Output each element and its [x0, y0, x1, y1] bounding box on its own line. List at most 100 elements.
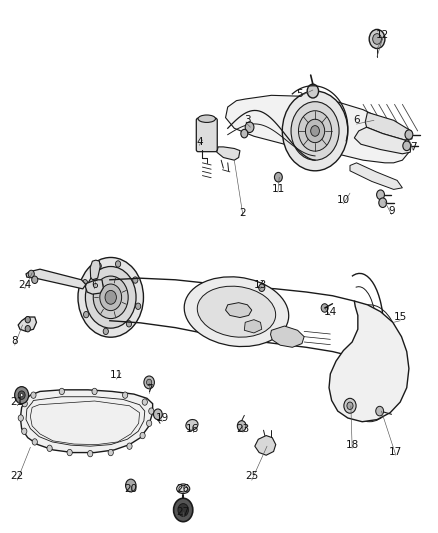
Circle shape — [96, 263, 101, 269]
Polygon shape — [354, 127, 411, 154]
Text: 7: 7 — [146, 384, 152, 394]
Circle shape — [347, 402, 353, 409]
Text: 9: 9 — [388, 206, 395, 216]
Circle shape — [82, 279, 88, 286]
Circle shape — [78, 257, 144, 337]
Circle shape — [291, 102, 339, 160]
Text: 23: 23 — [237, 424, 250, 434]
Text: 13: 13 — [254, 280, 267, 290]
Text: 11: 11 — [110, 370, 123, 381]
Circle shape — [173, 498, 193, 522]
Circle shape — [108, 449, 113, 456]
Text: 15: 15 — [394, 312, 407, 322]
Circle shape — [237, 421, 246, 431]
Text: 10: 10 — [337, 195, 350, 205]
Polygon shape — [244, 320, 262, 333]
FancyBboxPatch shape — [196, 118, 217, 152]
Circle shape — [25, 326, 30, 332]
Circle shape — [93, 276, 128, 319]
Circle shape — [32, 439, 37, 445]
Circle shape — [142, 399, 148, 405]
Circle shape — [22, 400, 27, 407]
Text: 11: 11 — [271, 184, 285, 195]
Polygon shape — [20, 390, 152, 453]
Circle shape — [100, 284, 122, 311]
Polygon shape — [226, 95, 409, 163]
Ellipse shape — [186, 419, 198, 430]
Ellipse shape — [197, 286, 276, 337]
Circle shape — [178, 504, 188, 516]
Circle shape — [28, 270, 34, 278]
Text: 2: 2 — [240, 208, 246, 219]
Polygon shape — [18, 317, 36, 332]
Circle shape — [133, 277, 138, 283]
Polygon shape — [217, 147, 240, 160]
Circle shape — [126, 321, 131, 327]
Circle shape — [18, 415, 23, 421]
Circle shape — [31, 392, 36, 398]
Text: 4: 4 — [196, 136, 203, 147]
Circle shape — [88, 450, 93, 457]
Circle shape — [305, 119, 325, 143]
Circle shape — [373, 34, 381, 44]
Text: 24: 24 — [18, 280, 32, 290]
Polygon shape — [350, 163, 403, 189]
Text: 20: 20 — [124, 484, 138, 494]
Text: 8: 8 — [11, 336, 18, 346]
Circle shape — [20, 393, 23, 397]
Text: 27: 27 — [177, 507, 190, 517]
Circle shape — [105, 290, 117, 304]
Polygon shape — [329, 301, 409, 422]
Circle shape — [283, 91, 348, 171]
Circle shape — [85, 266, 136, 328]
Circle shape — [47, 445, 52, 451]
Circle shape — [127, 443, 132, 449]
Text: 26: 26 — [177, 484, 190, 494]
Polygon shape — [80, 276, 138, 320]
Circle shape — [147, 379, 152, 385]
Circle shape — [344, 398, 356, 413]
Circle shape — [18, 391, 25, 399]
Circle shape — [377, 190, 385, 199]
Circle shape — [32, 276, 38, 284]
Circle shape — [147, 420, 152, 426]
Circle shape — [311, 126, 319, 136]
Circle shape — [123, 392, 128, 398]
Polygon shape — [226, 303, 252, 318]
Text: 21: 21 — [11, 397, 24, 407]
Ellipse shape — [177, 484, 190, 494]
Circle shape — [245, 122, 254, 133]
Polygon shape — [26, 269, 86, 289]
Circle shape — [405, 130, 413, 140]
Circle shape — [92, 388, 97, 394]
Polygon shape — [255, 435, 276, 455]
Polygon shape — [365, 112, 412, 140]
Circle shape — [116, 261, 121, 267]
Text: 6: 6 — [353, 115, 360, 125]
Text: 12: 12 — [376, 30, 389, 41]
Text: 25: 25 — [245, 472, 258, 481]
Circle shape — [259, 284, 265, 292]
Circle shape — [84, 311, 89, 318]
Circle shape — [379, 198, 387, 207]
Text: 17: 17 — [389, 447, 403, 456]
Circle shape — [275, 172, 283, 182]
Ellipse shape — [198, 115, 215, 123]
Text: 6: 6 — [91, 280, 98, 290]
Text: 18: 18 — [346, 440, 359, 450]
Circle shape — [126, 479, 136, 492]
Circle shape — [59, 388, 64, 394]
Circle shape — [376, 406, 384, 416]
Circle shape — [153, 409, 162, 419]
Circle shape — [25, 317, 30, 323]
Text: 19: 19 — [155, 413, 169, 423]
Circle shape — [149, 408, 154, 414]
Circle shape — [135, 303, 141, 310]
Polygon shape — [90, 260, 100, 280]
Polygon shape — [85, 280, 103, 294]
Circle shape — [14, 386, 28, 403]
Text: 22: 22 — [11, 472, 24, 481]
Circle shape — [298, 111, 332, 151]
Circle shape — [140, 432, 145, 439]
Ellipse shape — [184, 277, 289, 346]
